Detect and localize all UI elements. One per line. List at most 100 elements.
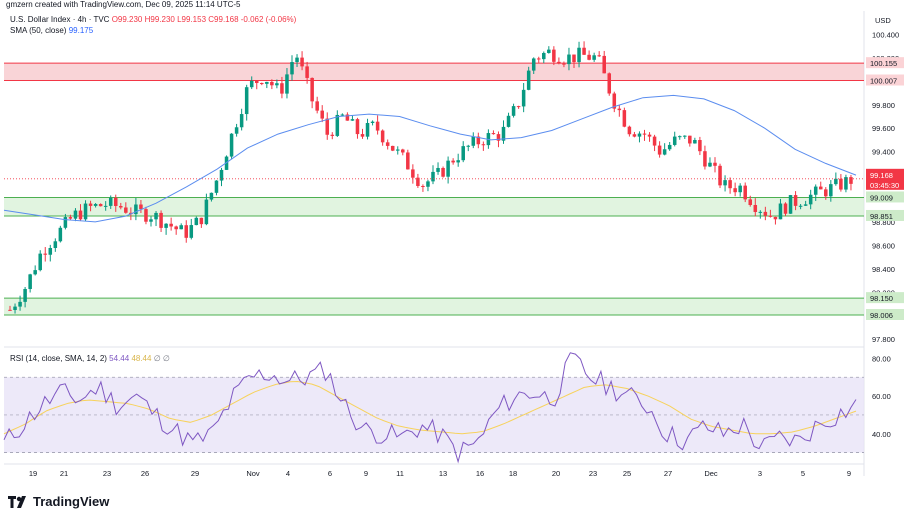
candle-body bbox=[808, 194, 813, 205]
tradingview-logo-icon bbox=[8, 495, 26, 508]
price-label-bg bbox=[866, 191, 904, 203]
sma-label[interactable]: SMA (50, close) bbox=[10, 26, 67, 35]
candle-body bbox=[672, 136, 677, 145]
time-tick-label: 9 bbox=[364, 469, 368, 478]
ohlc-low: L99.153 bbox=[177, 15, 207, 24]
candle-body bbox=[330, 134, 335, 136]
ohlc-open: O99.230 bbox=[111, 15, 143, 24]
candle-body bbox=[395, 149, 400, 151]
candle-body bbox=[179, 225, 183, 230]
candle-body bbox=[103, 205, 108, 207]
price-label: 03:45:30 bbox=[870, 181, 899, 190]
candle-body bbox=[723, 180, 727, 186]
candle-body bbox=[295, 57, 299, 63]
candle-body bbox=[380, 130, 385, 143]
candle-body bbox=[270, 81, 274, 86]
price-label-bg bbox=[866, 292, 904, 304]
candle-body bbox=[481, 144, 486, 146]
candle-body bbox=[310, 77, 314, 102]
candle-body bbox=[718, 165, 722, 186]
time-tick-label: Dec bbox=[704, 469, 718, 478]
candle-body bbox=[13, 306, 17, 310]
candle-body bbox=[416, 177, 420, 186]
candle-body bbox=[818, 186, 823, 190]
candle-body bbox=[68, 217, 73, 219]
candle-body bbox=[370, 121, 375, 123]
price-label: 100.155 bbox=[870, 59, 897, 68]
candle-body bbox=[632, 134, 637, 137]
candle-body bbox=[713, 162, 717, 166]
candle-body bbox=[406, 152, 410, 170]
candle-body bbox=[793, 195, 798, 206]
candle-body bbox=[693, 140, 697, 144]
candle-body bbox=[385, 142, 390, 146]
candle-body bbox=[738, 185, 742, 193]
candle-body bbox=[829, 184, 833, 197]
byline: gmzern created with TradingView.com, Dec… bbox=[6, 0, 241, 9]
candle-body bbox=[164, 223, 168, 228]
candle-body bbox=[365, 122, 370, 137]
price-tick-label: 98.400 bbox=[872, 265, 895, 274]
time-tick-label: 5 bbox=[801, 469, 805, 478]
candle-body bbox=[562, 63, 566, 65]
candle-body bbox=[602, 55, 606, 74]
tradingview-logo[interactable]: TradingView bbox=[8, 494, 109, 509]
rsi-tick-label: 60.00 bbox=[872, 392, 891, 401]
candle-body bbox=[496, 134, 501, 141]
candle-body bbox=[436, 167, 440, 172]
rsi-tick-label: 80.00 bbox=[872, 354, 891, 363]
price-label-bg bbox=[866, 74, 904, 86]
time-tick-label: 3 bbox=[758, 469, 762, 478]
candle-body bbox=[325, 118, 330, 135]
candle-body bbox=[617, 108, 622, 111]
symbol-title[interactable]: U.S. Dollar Index · 4h · TVC bbox=[10, 15, 110, 24]
time-tick-label: 21 bbox=[60, 469, 68, 478]
candle-body bbox=[134, 204, 138, 215]
candle-body bbox=[426, 181, 430, 187]
candle-body bbox=[768, 215, 773, 217]
price-label: 99.168 bbox=[870, 171, 893, 180]
candle-body bbox=[461, 146, 465, 161]
candle-body bbox=[124, 207, 128, 213]
brand-text: TradingView bbox=[33, 494, 110, 509]
candle-body bbox=[28, 274, 32, 289]
sma-legend: SMA (50, close) 99.175 bbox=[10, 26, 93, 35]
candle-body bbox=[149, 219, 153, 222]
ohlc-high: H99.230 bbox=[144, 15, 175, 24]
time-tick-label: 11 bbox=[396, 469, 404, 478]
candle-body bbox=[547, 49, 551, 53]
candle-body bbox=[803, 204, 808, 206]
candle-body bbox=[572, 54, 576, 63]
time-tick-label: 19 bbox=[29, 469, 37, 478]
candle-body bbox=[612, 93, 617, 109]
candle-body bbox=[159, 212, 163, 228]
candle-body bbox=[340, 114, 345, 116]
candle-body bbox=[758, 211, 763, 213]
candle-body bbox=[733, 188, 737, 193]
candle-body bbox=[204, 199, 209, 225]
time-tick-label: 16 bbox=[476, 469, 484, 478]
rsi-extra: ∅ ∅ bbox=[153, 354, 170, 363]
candle-body bbox=[320, 110, 324, 119]
candle-body bbox=[113, 197, 118, 206]
candle-body bbox=[552, 49, 556, 62]
price-tick-label: 97.800 bbox=[872, 335, 895, 344]
candle-body bbox=[239, 114, 244, 128]
candle-body bbox=[456, 160, 460, 163]
candle-body bbox=[98, 203, 103, 207]
candle-body bbox=[627, 126, 632, 135]
time-tick-label: 25 bbox=[623, 469, 631, 478]
candle-body bbox=[18, 301, 22, 307]
candle-body bbox=[224, 156, 229, 170]
candle-body bbox=[683, 135, 687, 137]
candle-body bbox=[748, 199, 753, 205]
time-tick-label: 18 bbox=[509, 469, 517, 478]
candle-body bbox=[577, 47, 581, 63]
candle-body bbox=[834, 178, 838, 185]
candle-body bbox=[778, 203, 783, 220]
candle-body bbox=[229, 133, 234, 157]
rsi-label[interactable]: RSI (14, close, SMA, 14, 2) bbox=[10, 354, 107, 363]
candle-body bbox=[108, 197, 113, 206]
